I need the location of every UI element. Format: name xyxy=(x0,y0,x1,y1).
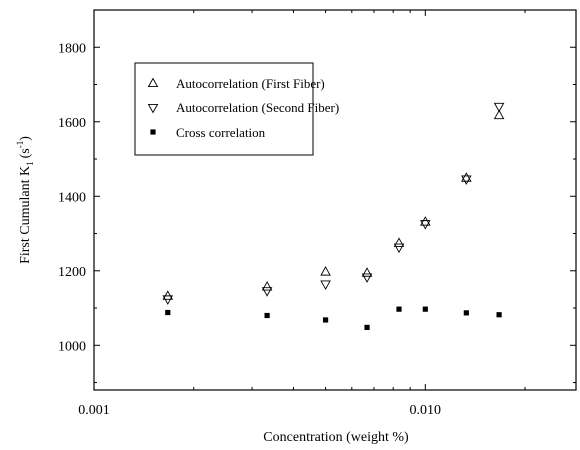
point-cross-correlation xyxy=(496,312,502,318)
point-first-fiber xyxy=(461,172,472,182)
point-second-fiber xyxy=(493,102,505,113)
y-axis-label-unit-close: ) xyxy=(18,136,33,141)
legend-label-cross-correlation: Cross correlation xyxy=(176,125,266,140)
point-first-fiber xyxy=(261,281,273,291)
point-second-fiber xyxy=(361,273,373,283)
legend-label-second-fiber: Autocorrelation (Second Fiber) xyxy=(176,100,339,115)
y-tick-label: 1400 xyxy=(58,190,86,205)
x-tick-label: 0.010 xyxy=(410,403,442,418)
legend-marker-first-fiber xyxy=(147,77,159,88)
point-second-fiber xyxy=(261,287,273,297)
y-axis-label: First Cumulant K1 (s-1) xyxy=(15,136,35,264)
legend-marker-second-fiber xyxy=(147,103,159,114)
y-tick-label: 1600 xyxy=(58,116,86,131)
y-tick-label: 1000 xyxy=(58,339,86,354)
point-second-fiber xyxy=(393,243,405,254)
point-cross-correlation xyxy=(165,309,171,316)
legend-label-first-fiber: Autocorrelation (First Fiber) xyxy=(176,76,325,91)
y-tick-label: 1800 xyxy=(58,41,86,56)
y-axis-label-main: First Cumulant K xyxy=(18,166,33,264)
point-cross-correlation xyxy=(463,310,469,316)
x-axis-label: Concentration (weight %) xyxy=(263,430,409,445)
y-tick-label: 1200 xyxy=(58,265,86,280)
legend-marker-cross-correlation xyxy=(150,129,156,135)
point-first-fiber xyxy=(493,109,505,120)
point-cross-correlation xyxy=(364,324,370,331)
point-first-fiber xyxy=(420,216,431,226)
y-axis-label-unit-superscript: -1 xyxy=(15,141,25,149)
point-cross-correlation xyxy=(322,317,329,323)
point-first-fiber xyxy=(393,237,405,247)
point-first-fiber xyxy=(361,267,373,277)
point-second-fiber xyxy=(461,175,472,185)
legend: Autocorrelation (First Fiber) Autocorrel… xyxy=(134,62,339,156)
axis-ticks: 1000 1200 1400 1600 1800 0.001 0.010 xyxy=(58,10,576,418)
y-axis-label-subscript: 1 xyxy=(25,161,35,166)
point-cross-correlation xyxy=(422,306,428,312)
point-second-fiber xyxy=(162,295,174,305)
point-first-fiber xyxy=(320,266,331,276)
x-tick-label: 0.001 xyxy=(78,403,110,418)
point-cross-correlation xyxy=(396,306,402,312)
point-second-fiber xyxy=(320,280,331,290)
legend-box xyxy=(134,62,314,156)
data-points xyxy=(162,102,505,331)
point-first-fiber xyxy=(162,290,174,300)
legend-markers xyxy=(147,77,159,135)
y-axis-label-unit-open: (s xyxy=(18,148,33,158)
point-second-fiber xyxy=(420,220,431,230)
plot-frame xyxy=(93,9,577,391)
point-cross-correlation xyxy=(264,312,270,319)
